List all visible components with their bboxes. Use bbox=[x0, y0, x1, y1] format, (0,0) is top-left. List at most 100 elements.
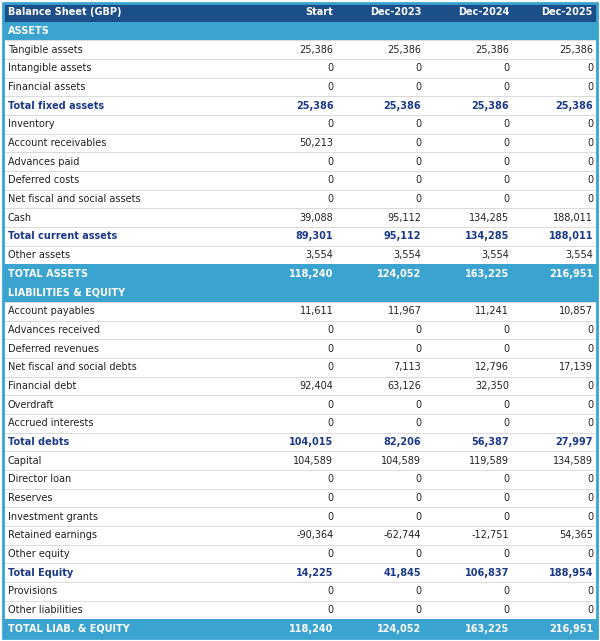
Text: 89,301: 89,301 bbox=[296, 231, 334, 242]
Text: 0: 0 bbox=[503, 176, 509, 185]
Text: 0: 0 bbox=[327, 605, 334, 615]
Text: 0: 0 bbox=[503, 418, 509, 428]
Text: Tangible assets: Tangible assets bbox=[8, 45, 83, 54]
Text: 25,386: 25,386 bbox=[475, 45, 509, 54]
Text: 0: 0 bbox=[327, 474, 334, 484]
Text: 0: 0 bbox=[415, 474, 421, 484]
Text: Financial assets: Financial assets bbox=[8, 82, 85, 92]
Text: 0: 0 bbox=[587, 493, 593, 503]
Text: 0: 0 bbox=[587, 399, 593, 410]
Text: 17,139: 17,139 bbox=[559, 362, 593, 372]
Bar bbox=[3, 171, 597, 190]
Bar bbox=[3, 545, 597, 563]
Text: 188,011: 188,011 bbox=[553, 213, 593, 223]
Text: 0: 0 bbox=[327, 344, 334, 354]
Text: 0: 0 bbox=[415, 549, 421, 559]
Text: 0: 0 bbox=[415, 82, 421, 92]
Text: 134,285: 134,285 bbox=[469, 213, 509, 223]
Text: 25,386: 25,386 bbox=[384, 101, 421, 111]
Text: Advances paid: Advances paid bbox=[8, 157, 79, 167]
Text: Inventory: Inventory bbox=[8, 119, 55, 129]
Bar bbox=[3, 78, 597, 96]
Bar bbox=[3, 339, 597, 358]
Text: 0: 0 bbox=[327, 176, 334, 185]
Text: 0: 0 bbox=[587, 325, 593, 335]
Text: 0: 0 bbox=[587, 605, 593, 615]
Text: 0: 0 bbox=[503, 119, 509, 129]
Text: 0: 0 bbox=[327, 399, 334, 410]
Text: 0: 0 bbox=[587, 194, 593, 204]
Text: 0: 0 bbox=[415, 119, 421, 129]
Text: Provisions: Provisions bbox=[8, 587, 57, 596]
Text: TOTAL ASSETS: TOTAL ASSETS bbox=[8, 269, 88, 279]
Text: Retained earnings: Retained earnings bbox=[8, 530, 97, 540]
Text: 0: 0 bbox=[587, 138, 593, 148]
Bar bbox=[3, 3, 597, 22]
Text: Dec-2025: Dec-2025 bbox=[542, 7, 593, 17]
Text: 0: 0 bbox=[415, 194, 421, 204]
Text: 11,967: 11,967 bbox=[388, 306, 421, 316]
Text: 54,365: 54,365 bbox=[559, 530, 593, 540]
Text: 0: 0 bbox=[503, 194, 509, 204]
Text: Other liabilities: Other liabilities bbox=[8, 605, 83, 615]
Text: Cash: Cash bbox=[8, 213, 32, 223]
Text: 0: 0 bbox=[503, 512, 509, 522]
Text: Other assets: Other assets bbox=[8, 250, 70, 260]
Bar bbox=[3, 40, 597, 59]
Text: 56,387: 56,387 bbox=[472, 437, 509, 447]
Text: 0: 0 bbox=[415, 605, 421, 615]
Text: 134,285: 134,285 bbox=[465, 231, 509, 242]
Bar bbox=[3, 563, 597, 582]
Text: Start: Start bbox=[305, 7, 334, 17]
Text: 7,113: 7,113 bbox=[394, 362, 421, 372]
Bar bbox=[3, 283, 597, 302]
Text: -90,364: -90,364 bbox=[296, 530, 334, 540]
Text: ASSETS: ASSETS bbox=[8, 26, 50, 36]
Text: 0: 0 bbox=[587, 418, 593, 428]
Bar bbox=[3, 302, 597, 320]
Text: 104,589: 104,589 bbox=[382, 456, 421, 465]
Text: 10,857: 10,857 bbox=[559, 306, 593, 316]
Text: 3,554: 3,554 bbox=[565, 250, 593, 260]
Bar bbox=[3, 376, 597, 395]
Text: Capital: Capital bbox=[8, 456, 43, 465]
Text: 0: 0 bbox=[415, 325, 421, 335]
Bar bbox=[3, 582, 597, 601]
Text: 95,112: 95,112 bbox=[384, 231, 421, 242]
Text: 25,386: 25,386 bbox=[556, 101, 593, 111]
Text: 0: 0 bbox=[503, 605, 509, 615]
Bar bbox=[3, 320, 597, 339]
Text: 32,350: 32,350 bbox=[475, 381, 509, 391]
Text: 0: 0 bbox=[327, 493, 334, 503]
Text: 119,589: 119,589 bbox=[469, 456, 509, 465]
Text: 0: 0 bbox=[415, 418, 421, 428]
Text: 0: 0 bbox=[587, 587, 593, 596]
Text: Investment grants: Investment grants bbox=[8, 512, 98, 522]
Bar bbox=[3, 190, 597, 208]
Text: 0: 0 bbox=[503, 399, 509, 410]
Text: 216,951: 216,951 bbox=[549, 624, 593, 634]
Text: 0: 0 bbox=[503, 587, 509, 596]
Text: 0: 0 bbox=[415, 138, 421, 148]
Text: Balance Sheet (GBP): Balance Sheet (GBP) bbox=[8, 7, 121, 17]
Text: 0: 0 bbox=[327, 418, 334, 428]
Text: 0: 0 bbox=[327, 325, 334, 335]
Text: 134,589: 134,589 bbox=[553, 456, 593, 465]
Text: 0: 0 bbox=[415, 587, 421, 596]
Text: 0: 0 bbox=[503, 325, 509, 335]
Text: 0: 0 bbox=[415, 512, 421, 522]
Bar bbox=[3, 134, 597, 153]
Text: 41,845: 41,845 bbox=[384, 568, 421, 578]
Text: 25,386: 25,386 bbox=[296, 101, 334, 111]
Text: Account payables: Account payables bbox=[8, 306, 95, 316]
Text: 118,240: 118,240 bbox=[289, 269, 334, 279]
Bar bbox=[3, 619, 597, 638]
Text: 25,386: 25,386 bbox=[299, 45, 334, 54]
Bar bbox=[3, 59, 597, 78]
Text: Account receivables: Account receivables bbox=[8, 138, 106, 148]
Text: 0: 0 bbox=[503, 493, 509, 503]
Text: Accrued interests: Accrued interests bbox=[8, 418, 94, 428]
Text: 216,951: 216,951 bbox=[549, 269, 593, 279]
Text: 0: 0 bbox=[587, 63, 593, 73]
Text: 50,213: 50,213 bbox=[299, 138, 334, 148]
